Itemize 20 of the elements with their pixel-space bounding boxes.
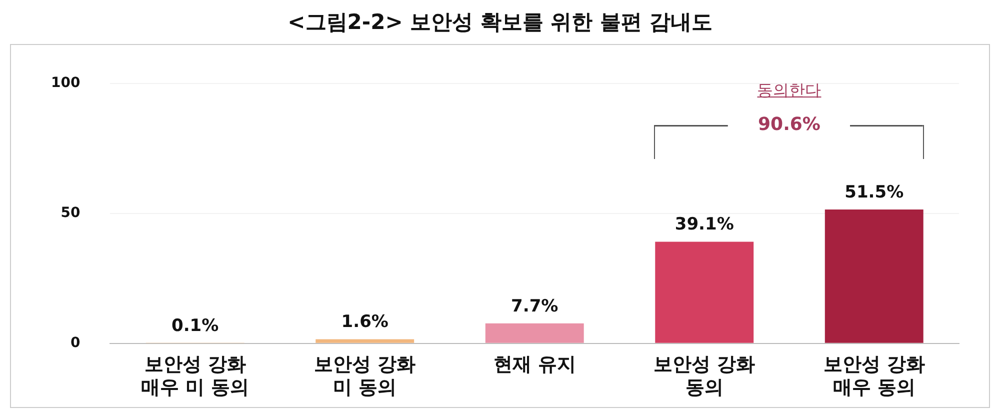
bar [824,210,924,343]
x-tick-label: 보안성 강화 매우 동의 [823,354,925,399]
data-label: 7.7% [511,296,558,316]
data-label: 1.6% [341,312,388,332]
bar [316,339,414,343]
x-tick-label: 보안성 강화 매우 미 동의 [140,354,250,399]
bar [485,323,584,343]
y-tick-label: 0 [70,335,80,352]
data-label: 39.1% [674,214,734,235]
bar [655,242,754,343]
y-tick-label: 50 [60,205,80,222]
annotation: 동의한다 [757,80,822,102]
chart-title: <그림2-2> 보안성 확보를 위한 불편 감내도 [286,9,714,36]
x-tick-label: 보안성 강화 미 동의 [314,354,416,399]
annotation: 90.6% [758,114,820,136]
x-tick-label: 현재 유지 [493,354,576,376]
data-label: 0.1% [172,316,219,336]
y-tick-label: 100 [50,75,80,92]
x-tick-label: 보안성 강화 동의 [654,354,756,399]
data-label: 51.5% [844,182,904,202]
